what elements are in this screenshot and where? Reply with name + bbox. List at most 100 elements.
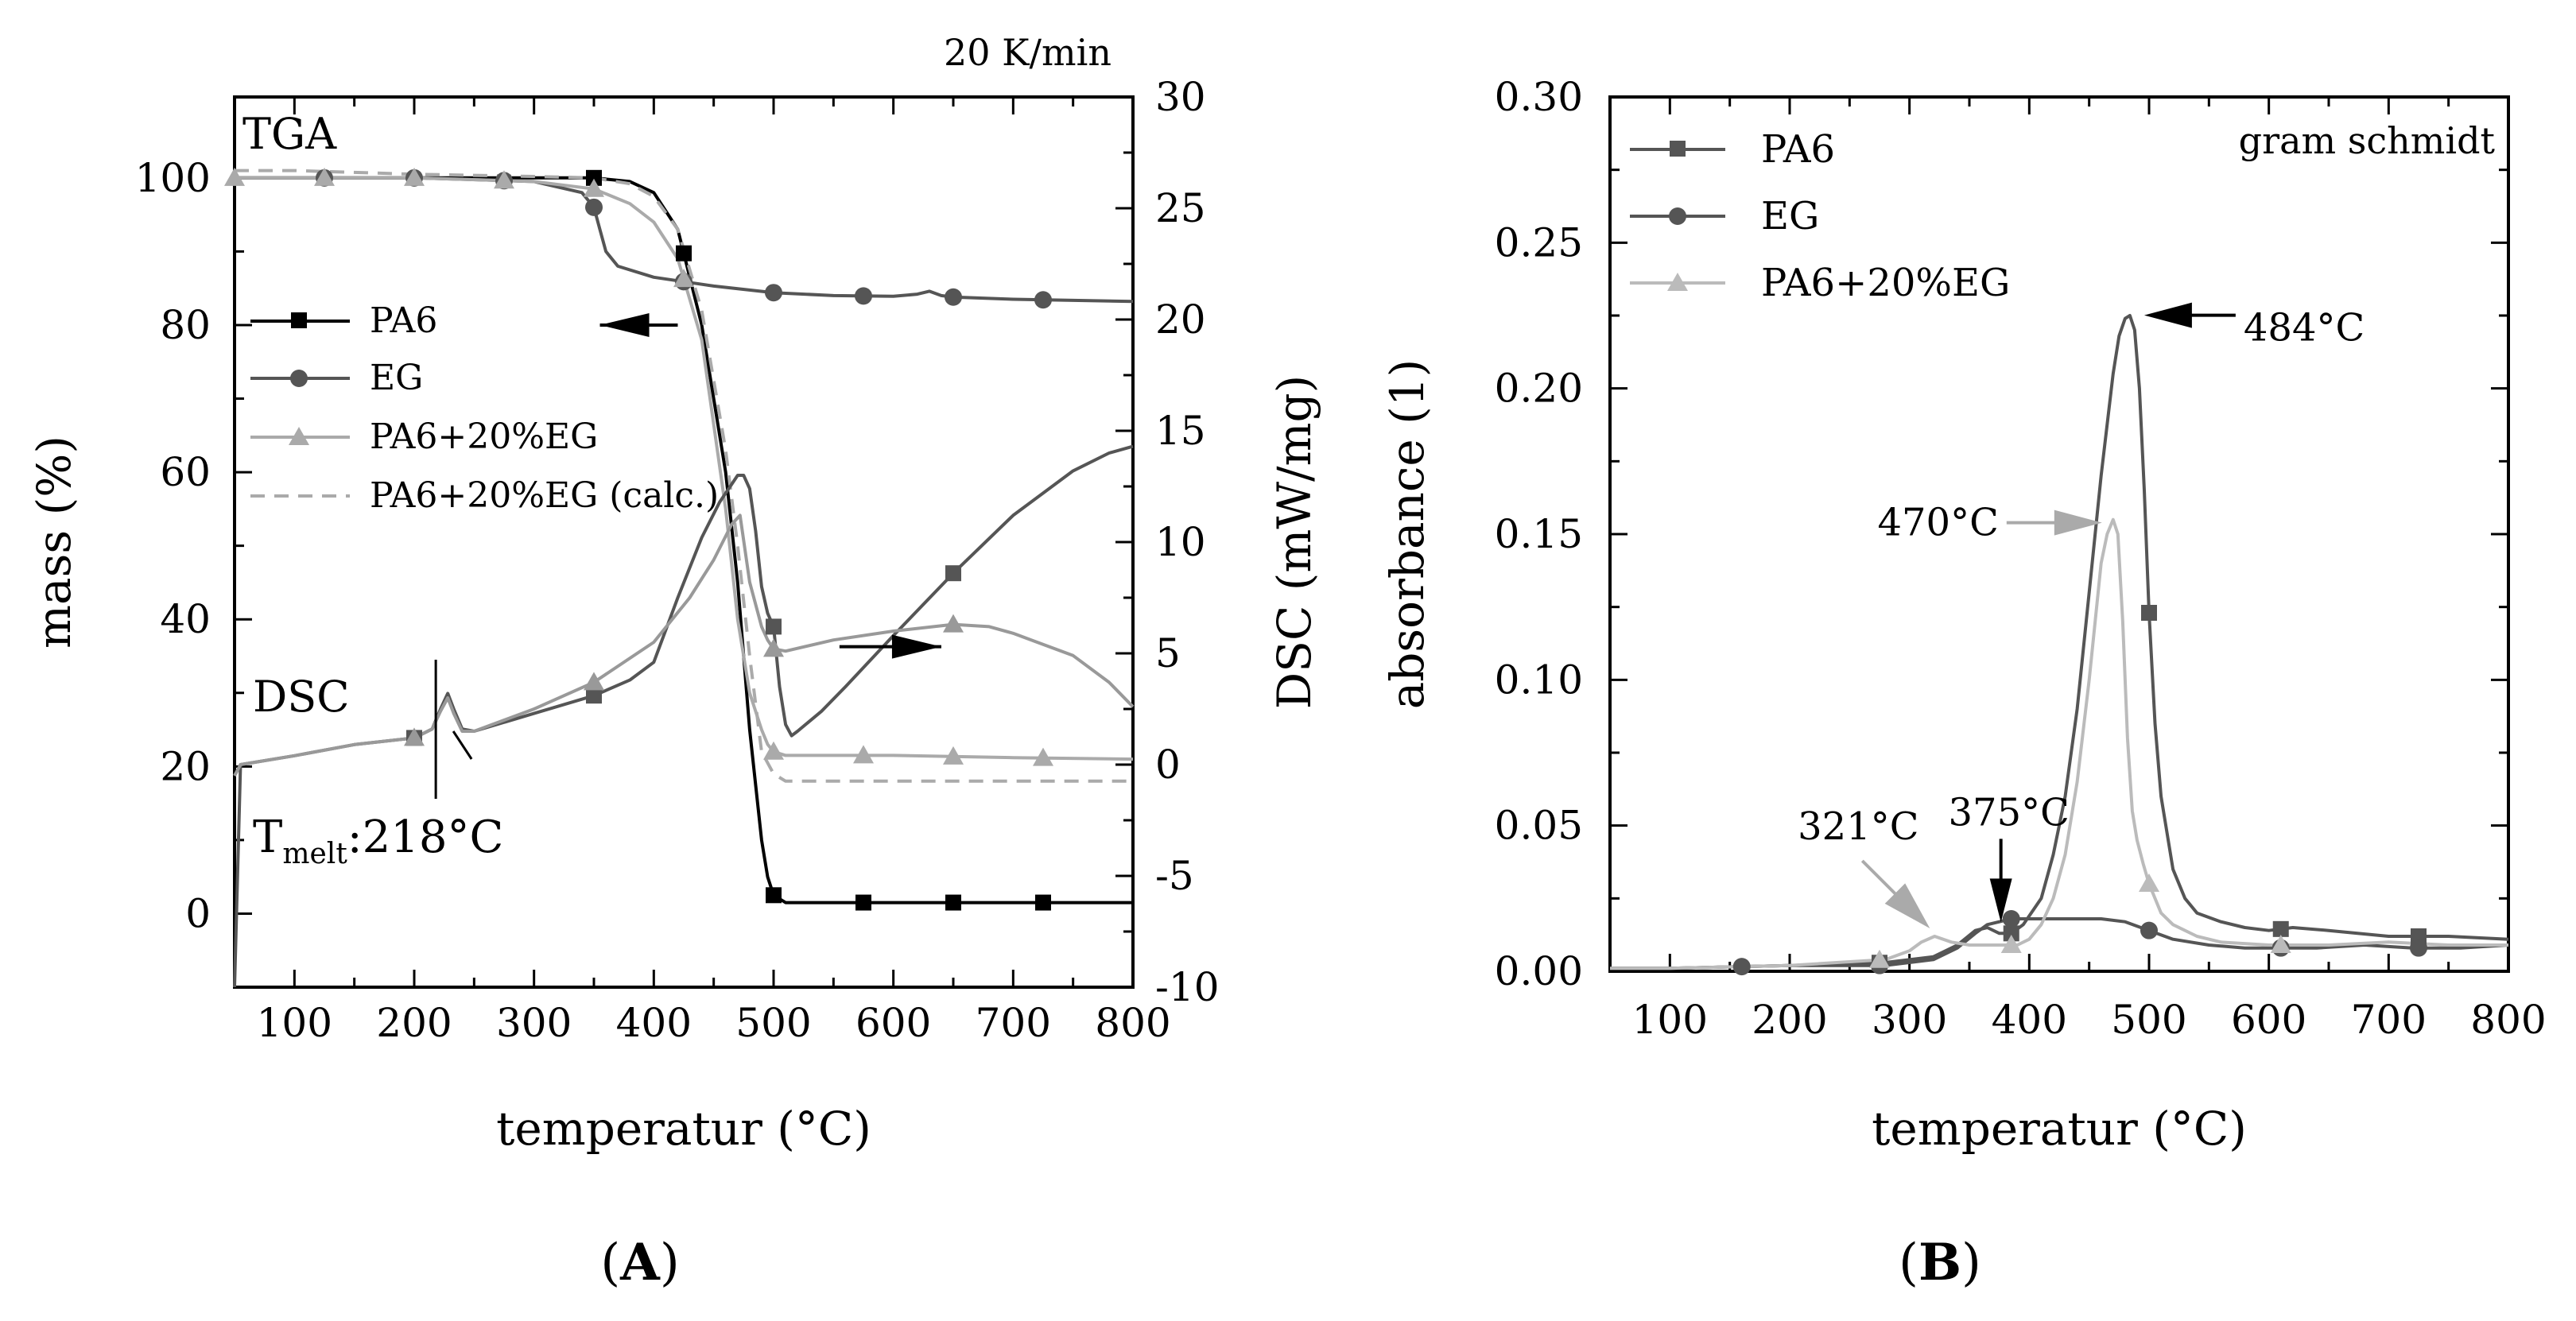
panel-b-arrow-shaft-321 <box>1860 859 1901 900</box>
panel-a-corner-label: 20 K/min <box>944 31 1111 74</box>
panel-a-point-tga-square <box>586 169 602 186</box>
panel-b-x-tick-label: 600 <box>2231 997 2306 1043</box>
panel-a-point-tga-triangle <box>224 167 245 186</box>
panel-b-annotation-321: 321°C <box>1798 804 1918 849</box>
panel-a-y-right-tick-label: 15 <box>1155 408 1206 454</box>
panel-a-point-tga-square <box>1035 894 1051 911</box>
panel-b-legend-marker-blend <box>1667 273 1688 291</box>
panel-a-point-tga-square <box>676 245 692 261</box>
panel-a-y-left-tick-label: 40 <box>160 596 211 642</box>
panel-a-point-tga-triangle <box>673 269 694 288</box>
panel-a-y-left-title: mass (%) <box>27 436 81 649</box>
panel-a-point-tga-triangle <box>404 167 425 186</box>
panel-b-y-tick-label: 0.20 <box>1495 366 1583 412</box>
panel-a-point-tga-triangle <box>1033 747 1053 766</box>
panel-b-annotation-375: 375°C <box>1948 790 2069 835</box>
panel-a-y-left-tick-label: 60 <box>160 449 211 495</box>
panel-b-legend-marker-pa6 <box>1670 141 1686 157</box>
panel-b-x-tick-label: 400 <box>1992 997 2067 1043</box>
panel-a-point-dsc-square <box>945 565 961 582</box>
panel-b-arrow-head-470 <box>2054 509 2102 536</box>
panel-b-y-tick-label: 0.25 <box>1495 219 1583 265</box>
panel-a-y-right-tick-label: -5 <box>1155 853 1194 899</box>
panel-a-markers <box>224 167 1053 911</box>
panel-b-arrow-head-375 <box>1989 878 2012 923</box>
panel-a-point-dsc-square <box>766 618 782 635</box>
panel-a-point-tga-circle <box>945 288 962 306</box>
panel-b-y-tick-label: 0.15 <box>1495 511 1583 557</box>
panel-a-x-tick-label: 400 <box>616 1000 692 1046</box>
panel-a-y-right-tick-label: 25 <box>1155 185 1206 231</box>
panel-a-point-dsc-triangle <box>584 672 604 691</box>
panel-a-arrow-head-right <box>891 634 941 659</box>
panel-b-point-circle <box>2002 910 2020 928</box>
panel-b-series <box>1610 314 2509 970</box>
panel-a-tmelt-tick <box>452 730 473 760</box>
panel-b-x-tick-label: 800 <box>2470 997 2546 1043</box>
panel-b-x-tick-label: 300 <box>1872 997 1947 1043</box>
panel-a-y-left-tick-label: 20 <box>160 743 211 789</box>
panel-a-legend-marker-eg <box>290 370 308 387</box>
panel-b-point-triangle <box>1869 949 1890 968</box>
panel-b-caption: (B) <box>1899 1233 1981 1292</box>
panel-b-point-triangle <box>2139 874 2159 892</box>
panel-a-tmelt-label: Tmelt:218°C <box>253 812 503 870</box>
panel-a-point-tga-triangle <box>853 745 874 764</box>
panel-b-point-square <box>2003 925 2019 942</box>
panel-a-point-dsc-triangle <box>943 614 964 633</box>
panel-b-x-ticks: 100 200 300 400 500 600 700 800 <box>1632 97 2547 1043</box>
panel-b-x-title: temperatur (°C) <box>1872 1102 2247 1156</box>
panel-a-y-left-tick-label: 100 <box>135 155 211 201</box>
panel-a-point-tga-circle <box>1034 291 1052 309</box>
panel-a-legend-label-calc: PA6+20%EG (calc.) <box>370 475 719 516</box>
panel-b-annotation-470: 470°C <box>1877 501 1998 545</box>
panel-b-point-circle <box>2410 939 2427 957</box>
panel-a-point-dsc-triangle <box>404 727 425 746</box>
panel-a-point-tga-triangle <box>314 167 335 186</box>
panel-a-point-tga-square <box>855 894 871 911</box>
panel-b-chart: 100 200 300 400 500 600 700 800 0.00 0.05 0.10 0.1… <box>1380 74 2547 1292</box>
panel-a-point-tga-triangle <box>584 178 604 197</box>
panel-a-point-tga-triangle <box>494 170 514 189</box>
panel-a-x-tick-label: 200 <box>376 1000 452 1046</box>
panel-b-legend: PA6 EG PA6+20%EG <box>1630 127 2010 305</box>
panel-a-x-tick-label: 600 <box>855 1000 931 1046</box>
panel-a-legend-label-blend: PA6+20%EG <box>370 416 598 457</box>
panel-a-series-dsc-5 <box>233 513 1135 777</box>
panel-a-legend-label-pa6: PA6 <box>370 300 437 341</box>
panel-b-y-tick-label: 0.10 <box>1495 657 1583 703</box>
panel-b-legend-marker-eg <box>1669 207 1686 225</box>
panel-a-y-left-tick-label: 80 <box>160 302 211 348</box>
panel-b-corner-label: gram schmidt <box>2239 119 2496 162</box>
panel-b-x-tick-label: 700 <box>2351 997 2427 1043</box>
panel-b-caption-letter: B <box>1918 1233 1961 1292</box>
panel-b-y-ticks: 0.00 0.05 0.10 0.15 0.20 0.25 0.30 <box>1495 74 2508 994</box>
panel-b-annotation-484: 484°C <box>2244 306 2365 351</box>
panel-b-point-triangle <box>2270 935 2291 953</box>
panel-a-series-tga-3 <box>235 169 1133 783</box>
panel-b-x-tick-label: 200 <box>1752 997 1827 1043</box>
panel-a-y-right-tick-label: 10 <box>1155 519 1206 565</box>
panel-b-point-square <box>2272 920 2289 937</box>
panel-b-markers <box>1732 605 2427 976</box>
panel-b-arrow-head-321 <box>1884 883 1930 928</box>
panel-a-arrow-head-left <box>599 312 650 337</box>
panel-a-point-tga-triangle <box>763 741 784 760</box>
panel-a-series <box>233 169 1135 988</box>
panel-b-point-circle <box>2140 921 2158 939</box>
panel-a-series-tga-2 <box>235 176 1134 761</box>
panel-a-point-tga-square <box>945 894 961 911</box>
panel-b-arrow-head-484 <box>2143 302 2192 328</box>
panel-b-series-2 <box>1610 517 2508 970</box>
panel-a-y-right-tick-label: 30 <box>1155 74 1206 120</box>
panel-a-left-y-ticks: 0 20 40 60 80 100 <box>135 155 252 936</box>
panel-b-point-triangle <box>2000 935 2022 953</box>
panel-a-point-tga-square <box>766 887 782 904</box>
panel-a-x-tick-label: 800 <box>1095 1000 1170 1046</box>
panel-a-axis-arrows <box>599 312 941 659</box>
panel-b-x-tick-label: 100 <box>1632 997 1708 1043</box>
panel-b-y-tick-label: 0.30 <box>1495 74 1583 120</box>
panel-a-x-tick-label: 300 <box>496 1000 572 1046</box>
panel-a-series-dsc-4 <box>233 444 1134 988</box>
